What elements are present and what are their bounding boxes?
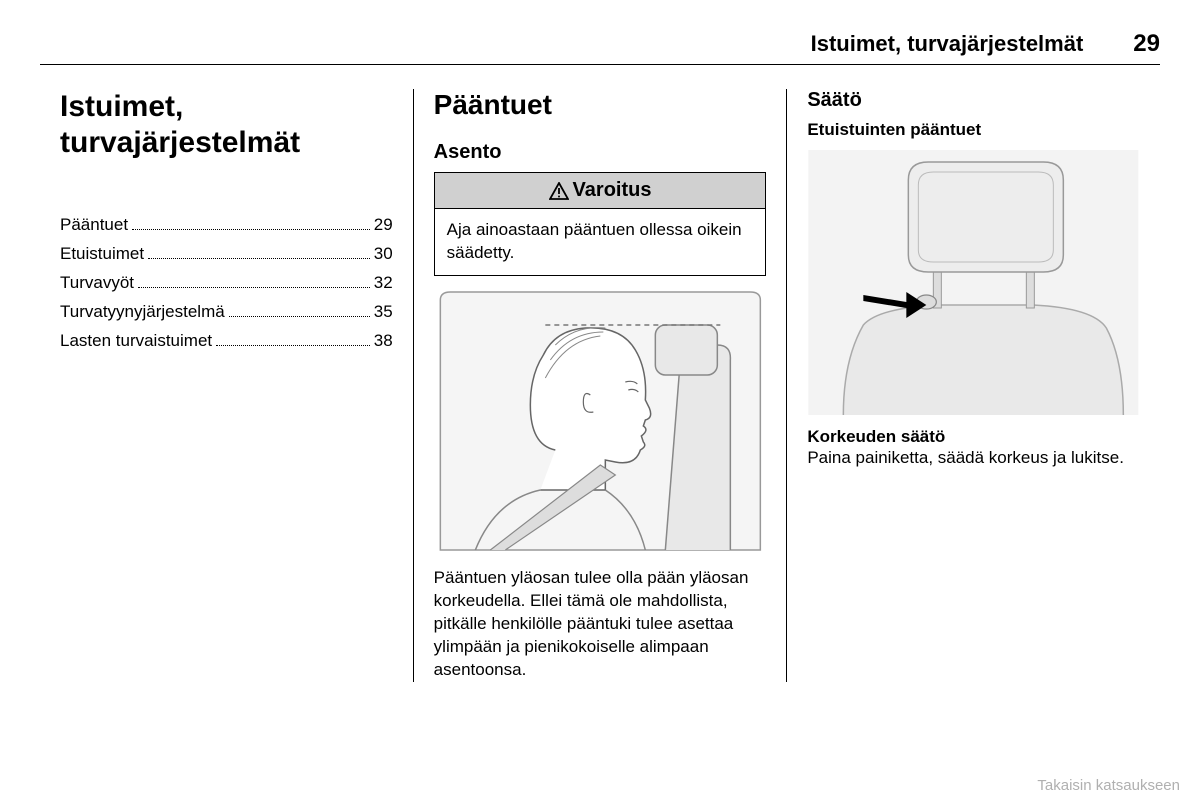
column-2: Pääntuet Asento Varoitus Aja ainoastaan … [413, 89, 787, 682]
toc-label: Turvatyynyjärjestelmä [60, 298, 225, 327]
toc-page: 30 [374, 240, 393, 269]
section-title: Pääntuet [434, 89, 767, 121]
toc-dots [132, 229, 370, 230]
toc-label: Pääntuet [60, 211, 128, 240]
warning-body: Aja ainoastaan pääntuen ollessa oikein s… [435, 209, 766, 275]
chapter-title: Istuimet, turvajärjestelmät [60, 89, 393, 161]
toc-item[interactable]: Pääntuet 29 [60, 211, 393, 240]
column-1: Istuimet, turvajärjestelmät Pääntuet 29 … [40, 89, 413, 682]
back-link[interactable]: Takaisin katsaukseen [1037, 777, 1180, 794]
figure-headrest-adjust [807, 150, 1140, 415]
toc-dots [216, 345, 370, 346]
sub-title-korkeuden: Korkeuden säätö [807, 427, 1140, 447]
sub-title-asento: Asento [434, 141, 767, 164]
header-title: Istuimet, turvajärjestelmät [811, 31, 1084, 57]
page-header: Istuimet, turvajärjestelmät 29 [40, 30, 1160, 65]
toc-page: 32 [374, 269, 393, 298]
toc-page: 38 [374, 327, 393, 356]
toc-item[interactable]: Turvavyöt 32 [60, 269, 393, 298]
warning-icon [549, 182, 569, 200]
figure-head-position [434, 290, 767, 555]
toc-item[interactable]: Turvatyynyjärjestelmä 35 [60, 298, 393, 327]
toc-dots [229, 316, 370, 317]
toc-item[interactable]: Lasten turvaistuimet 38 [60, 327, 393, 356]
toc-label: Etuistuimet [60, 240, 144, 269]
column-3: Säätö Etuistuinten pääntuet [786, 89, 1160, 682]
table-of-contents: Pääntuet 29 Etuistuimet 30 Turvavyöt 32 … [60, 211, 393, 355]
page-number: 29 [1133, 30, 1160, 58]
sub-title-etuistuinten: Etuistuinten pääntuet [807, 120, 1140, 140]
warning-header: Varoitus [435, 173, 766, 209]
toc-label: Turvavyöt [60, 269, 134, 298]
warning-label: Varoitus [573, 179, 652, 202]
sub-title-saato: Säätö [807, 89, 1140, 112]
toc-item[interactable]: Etuistuimet 30 [60, 240, 393, 269]
paragraph-head-position: Pääntuen yläosan tulee olla pään yläosan… [434, 567, 767, 682]
toc-page: 29 [374, 211, 393, 240]
paragraph-adjust: Paina painiketta, säädä korkeus ja lu­ki… [807, 447, 1140, 470]
toc-dots [138, 287, 370, 288]
toc-page: 35 [374, 298, 393, 327]
toc-dots [148, 258, 370, 259]
toc-label: Lasten turvaistuimet [60, 327, 212, 356]
warning-box: Varoitus Aja ainoastaan pääntuen ollessa… [434, 172, 767, 276]
